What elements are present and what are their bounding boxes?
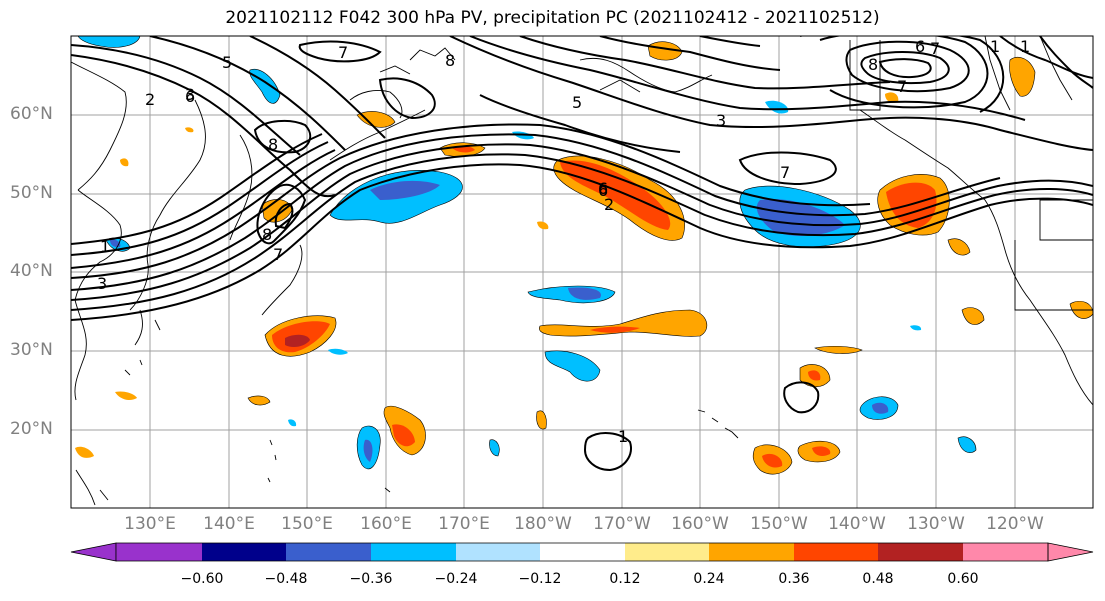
colorbar-tick: −0.36: [349, 571, 393, 587]
contour-labels: 2 3 5 6 7 8 1 7 8 5 6 3 6 7 8 7 6 7 8 1 …: [97, 37, 1030, 446]
pv-contours: [71, 36, 1093, 472]
contour-label: 6: [598, 181, 608, 200]
contour-label: 1: [990, 37, 1000, 56]
lat-label-50n: 50°N: [10, 183, 53, 203]
colorbar-segment: [709, 543, 794, 561]
contour-label: 8: [268, 135, 278, 154]
colorbar-segment: [116, 543, 202, 561]
colorbar-extend-high: [1047, 542, 1094, 562]
colorbar-tick: 0.12: [609, 571, 641, 587]
lon-label-160w: 160°W: [671, 514, 729, 534]
contour-label: 7: [897, 77, 907, 96]
lon-label-170w: 170°W: [593, 514, 651, 534]
contour-label: 3: [185, 85, 195, 104]
contour-label: 1: [100, 237, 110, 256]
contour-label: 7: [930, 39, 940, 58]
colorbar-tick: −0.60: [180, 571, 224, 587]
colorbar-segment: [878, 543, 963, 561]
lon-label-140w: 140°W: [828, 514, 886, 534]
map-border: [70, 35, 1094, 509]
map-title: 2021102112 F042 300 hPa PV, precipitatio…: [225, 8, 880, 28]
colorbar-segment: [540, 543, 625, 561]
colorbar-segment: [625, 543, 709, 561]
colorbar-tick: 0.48: [862, 571, 894, 587]
lat-label-20n: 20°N: [10, 419, 53, 439]
contour-label: 6: [598, 179, 608, 198]
lat-label-60n: 60°N: [10, 104, 53, 124]
colorbar-segment: [371, 543, 456, 561]
colorbar-segment: [794, 543, 878, 561]
colorbar-tick: 0.24: [693, 571, 725, 587]
lon-label-150e: 150°E: [281, 514, 333, 534]
contour-label: 5: [222, 53, 232, 72]
contour-label: 7: [273, 245, 283, 264]
colorbar-tick: −0.48: [264, 571, 308, 587]
colorbar-tick: −0.12: [518, 571, 562, 587]
contour-label: 3: [97, 274, 107, 293]
lon-label-180w: 180°W: [514, 514, 572, 534]
contour-label: 8: [445, 51, 455, 70]
contour-label: 2: [604, 195, 614, 214]
contour-label: 7: [338, 43, 348, 62]
contour-label: 1: [618, 427, 628, 446]
lon-label-120w: 120°W: [986, 514, 1044, 534]
lon-label-130w: 130°W: [907, 514, 965, 534]
lon-label-170e: 170°E: [438, 514, 490, 534]
colorbar-tick: 0.36: [778, 571, 810, 587]
colorbar-segment: [202, 543, 286, 561]
colorbar-tick: 0.60: [947, 571, 979, 587]
lon-label-140e: 140°E: [203, 514, 255, 534]
colorbar-segment: [963, 543, 1048, 561]
colorbar-segment: [456, 543, 540, 561]
lon-label-160e: 160°E: [360, 514, 412, 534]
colorbar-tick: −0.24: [434, 571, 478, 587]
coastlines: [71, 36, 1093, 506]
lon-label-130e: 130°E: [124, 514, 176, 534]
contour-label: 1: [1020, 37, 1030, 56]
contour-label: 8: [868, 55, 878, 74]
lon-label-150w: 150°W: [750, 514, 808, 534]
contour-label: 3: [716, 111, 726, 130]
contour-label: 6: [915, 37, 925, 56]
colorbar-segment: [286, 543, 371, 561]
contour-label: 2: [145, 90, 155, 109]
colorbar: [70, 542, 1094, 562]
lat-label-40n: 40°N: [10, 261, 53, 281]
colorbar-extend-low: [70, 542, 117, 562]
contour-label: 5: [572, 93, 582, 112]
lat-label-30n: 30°N: [10, 340, 53, 360]
contour-label: 8: [262, 225, 272, 244]
contour-label: 6: [185, 87, 195, 106]
contour-label: 7: [780, 163, 790, 182]
